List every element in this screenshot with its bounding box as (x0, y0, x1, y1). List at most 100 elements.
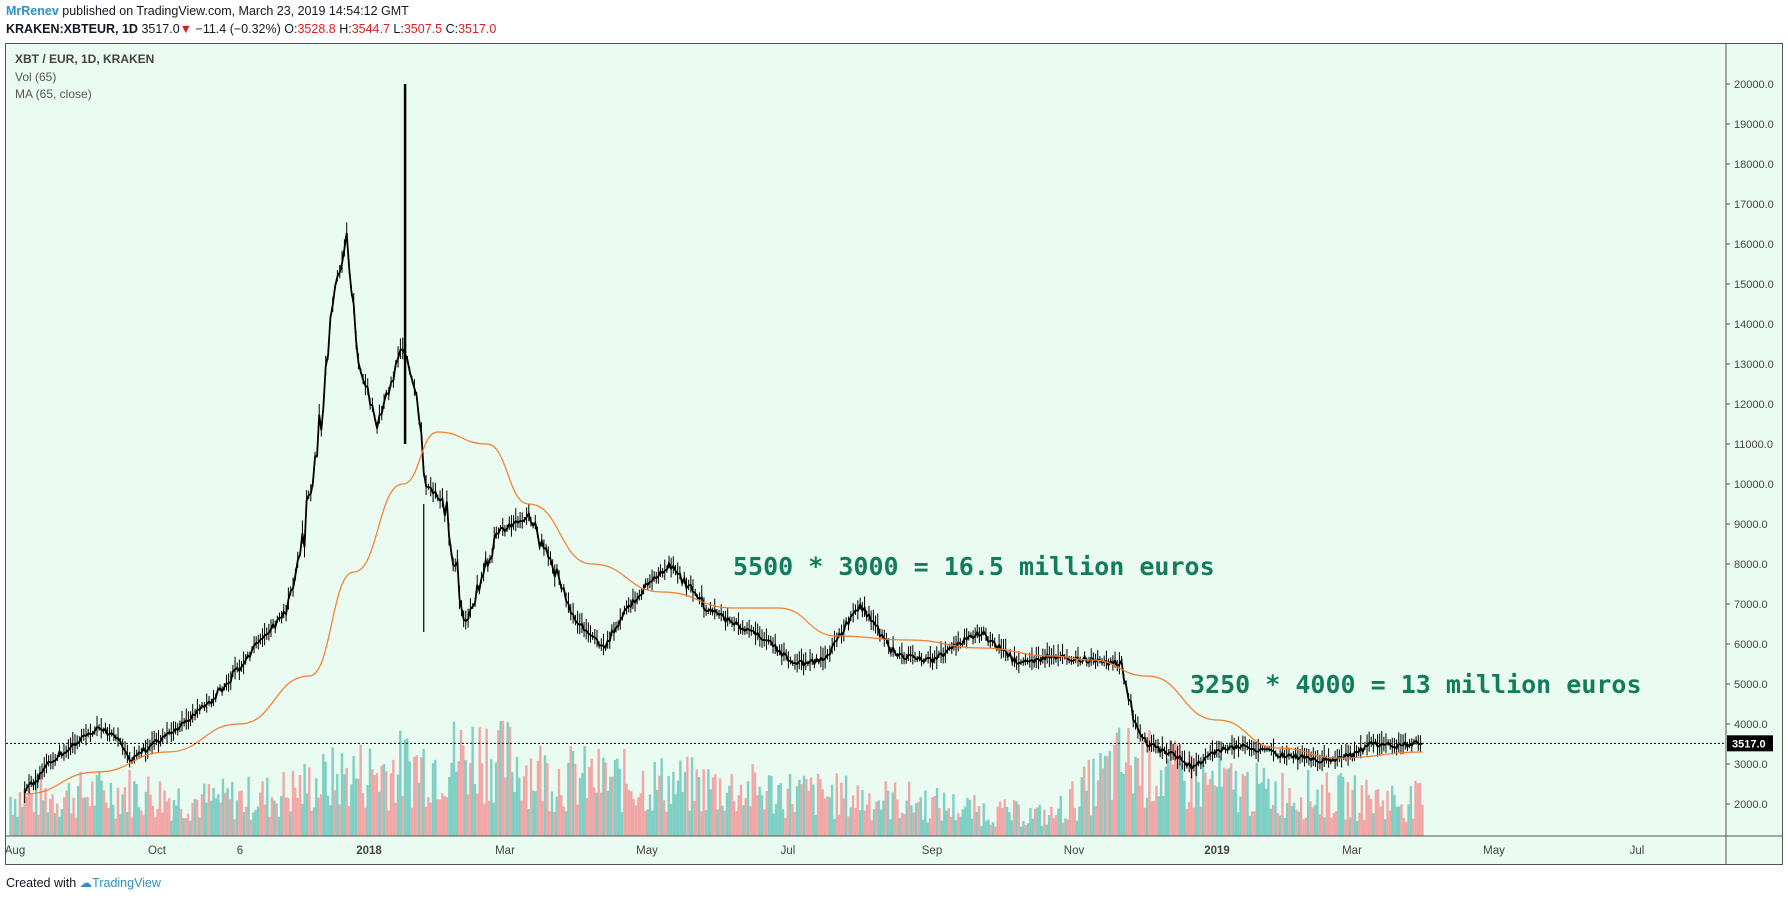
volume-bar (546, 763, 549, 836)
volume-bar (501, 721, 505, 836)
volume-bar (280, 796, 283, 836)
volume-bar (1372, 813, 1375, 836)
volume-bar (347, 806, 351, 836)
volume-bar (637, 797, 640, 836)
volume-bar (1036, 807, 1039, 836)
tradingview-link[interactable]: TradingView (92, 876, 161, 890)
volume-bar (931, 797, 934, 836)
volume-bar (959, 816, 962, 836)
volume-bar (707, 769, 710, 836)
volume-bar (1031, 818, 1034, 836)
volume-bar (786, 788, 789, 836)
volume-bar (1330, 817, 1333, 836)
volume-bar (1178, 763, 1181, 836)
volume-bar (618, 768, 621, 836)
volume-bar (945, 810, 948, 836)
volume-bar (371, 769, 374, 836)
volume-bar (1026, 823, 1030, 836)
volume-bar (1225, 769, 1228, 836)
volume-bar (1199, 806, 1202, 836)
volume-bar (1302, 819, 1305, 836)
volume-bar (273, 800, 276, 836)
volume-bar (1376, 789, 1380, 836)
volume-bar (1390, 785, 1394, 836)
volume-bar (870, 820, 873, 836)
volume-bar (861, 789, 864, 836)
volume-bar (261, 781, 264, 836)
volume-bar (410, 807, 414, 836)
volume-bar (1360, 785, 1364, 836)
volume-bar (340, 752, 344, 836)
volume-bar (849, 807, 852, 836)
volume-bar (1192, 807, 1195, 836)
volume-bar (490, 759, 493, 836)
volume-bar (651, 810, 654, 836)
ma-indicator-label[interactable]: MA (65, close) (15, 87, 92, 101)
x-tick-label: Aug (5, 845, 25, 857)
volume-bar (891, 792, 894, 836)
volume-bar (149, 794, 152, 836)
volume-bar (1274, 781, 1277, 836)
volume-bar (494, 762, 498, 836)
volume-bar (499, 721, 502, 836)
volume-bar (585, 797, 589, 836)
volume-bar (1185, 808, 1188, 836)
volume-bar (609, 776, 612, 836)
volume-bar (1400, 804, 1403, 836)
chart-symbol-info[interactable]: XBT / EUR, 1D, KRAKEN (15, 52, 155, 66)
y-tick-label: 14000.0 (1734, 319, 1774, 331)
volume-bar (1206, 784, 1209, 836)
volume-bar (980, 826, 983, 836)
volume-bar (667, 776, 670, 836)
volume-bar (793, 812, 796, 836)
volume-bars (9, 721, 1424, 836)
volume-bar (1159, 770, 1163, 836)
volume-bar (422, 748, 425, 836)
volume-indicator-label[interactable]: Vol (65) (15, 70, 57, 84)
volume-bar (1019, 826, 1023, 836)
volume-bar (611, 776, 614, 836)
volume-bar (417, 783, 421, 836)
volume-bar (1257, 784, 1261, 836)
volume-bar (1351, 789, 1354, 836)
price-change: −11.4 (−0.32%) (195, 22, 281, 36)
volume-bar (1162, 795, 1165, 836)
volume-bar (14, 799, 17, 836)
volume-bar (224, 792, 227, 836)
volume-bar (1253, 811, 1256, 836)
y-tick-label: 15000.0 (1734, 279, 1774, 291)
volume-bar (816, 773, 820, 836)
volume-bar (207, 784, 211, 836)
volume-bar (142, 815, 145, 836)
volume-bar (606, 790, 610, 836)
volume-bar (522, 776, 526, 836)
volume-bar (67, 782, 71, 836)
last-price: 3517.0 (141, 22, 180, 36)
volume-bar (177, 788, 180, 836)
publish-text: published on TradingView.com, March 23, … (62, 4, 409, 18)
volume-bar (357, 778, 360, 836)
publish-line: MrRenev published on TradingView.com, Ma… (6, 4, 409, 18)
volume-bar (74, 817, 78, 836)
tradingview-logo-icon[interactable]: ☁ (79, 876, 93, 890)
x-tick-label: Sep (922, 845, 942, 857)
chart-frame[interactable] (5, 43, 1783, 865)
volume-bar (1089, 815, 1093, 836)
footer: Created with ☁TradingView (6, 875, 161, 890)
volume-bar (683, 772, 687, 836)
volume-bar (830, 784, 834, 836)
volume-bar (1313, 805, 1317, 836)
author-link[interactable]: MrRenev (6, 4, 59, 18)
volume-bar (448, 777, 451, 836)
volume-bar (1052, 818, 1055, 836)
volume-bar (926, 822, 929, 836)
volume-bar (1276, 813, 1280, 836)
volume-bar (802, 775, 806, 836)
volume-bar (1180, 764, 1184, 836)
close-label: C: (445, 22, 459, 36)
volume-bar (1386, 790, 1389, 836)
volume-bar (319, 794, 323, 836)
volume-bar (303, 764, 306, 836)
volume-bar (1080, 777, 1083, 836)
